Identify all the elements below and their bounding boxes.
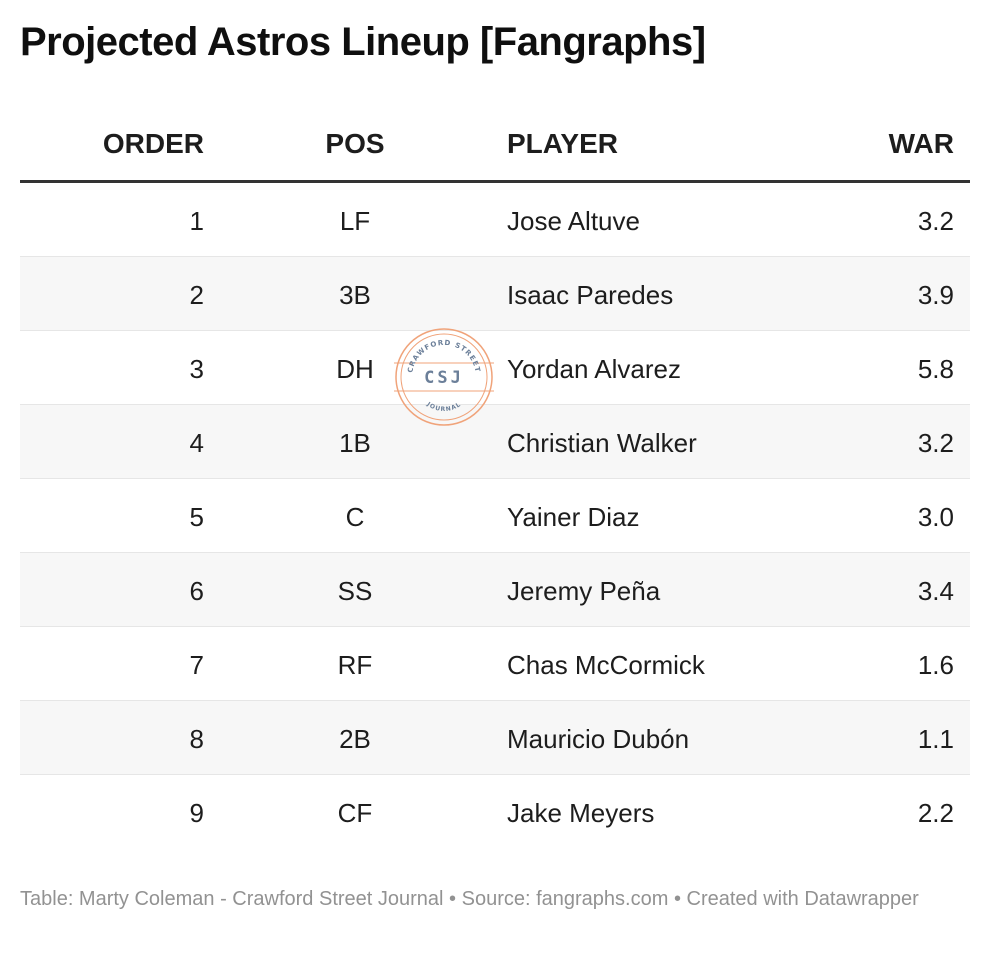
table-body: 1 LF Jose Altuve 3.2 2 3B Isaac Paredes 3.9 3 DH Y…: [20, 183, 970, 848]
table-footer: Table: Marty Coleman - Crawford Street J…: [20, 888, 919, 910]
cell-order: 7: [189, 650, 204, 680]
header-pos[interactable]: POS: [325, 128, 385, 159]
table-row: 4 1B Christian Walker 3.2: [20, 405, 970, 479]
cell-war: 1.6: [917, 650, 954, 680]
cell-war: 3.9: [917, 280, 954, 310]
cell-player: Isaac Paredes: [507, 280, 674, 310]
cell-war: 3.2: [917, 206, 954, 236]
cell-order: 5: [189, 502, 204, 532]
table-row: 9 CF Jake Meyers 2.2: [20, 775, 970, 848]
cell-pos: 1B: [339, 428, 371, 458]
cell-player: Mauricio Dubón: [507, 724, 690, 754]
cell-player: Chas McCormick: [507, 650, 705, 680]
cell-pos: 2B: [339, 724, 371, 754]
table-row: 5 C Yainer Diaz 3.0: [20, 479, 970, 553]
cell-player: Christian Walker: [507, 428, 697, 458]
cell-order: 9: [189, 798, 204, 828]
cell-war: 2.2: [917, 798, 954, 828]
table-row: 8 2B Mauricio Dubón 1.1: [20, 701, 970, 775]
header-war[interactable]: WAR: [888, 128, 954, 159]
cell-pos: 3B: [339, 280, 371, 310]
table-row: 2 3B Isaac Paredes 3.9: [20, 257, 970, 331]
cell-player: Jose Altuve: [507, 206, 640, 236]
cell-war: 1.1: [917, 724, 954, 754]
header-player[interactable]: PLAYER: [507, 128, 619, 159]
cell-order: 6: [189, 576, 204, 606]
cell-player: Yordan Alvarez: [507, 354, 681, 384]
cell-order: 1: [189, 206, 204, 236]
lineup-table: ORDER POS PLAYER WAR 1 LF Jose Altuve 3.2 2 3…: [20, 106, 970, 848]
cell-order: 4: [189, 428, 204, 458]
cell-pos: RF: [337, 650, 373, 680]
cell-pos: CF: [337, 798, 373, 828]
table-row: 3 DH Yordan Alvarez 5.8: [20, 331, 970, 405]
cell-war: 3.4: [917, 576, 954, 606]
cell-player: Jake Meyers: [507, 798, 655, 828]
cell-war: 3.0: [917, 502, 954, 532]
table-row: 1 LF Jose Altuve 3.2: [20, 183, 970, 257]
table-header: ORDER POS PLAYER WAR: [20, 106, 970, 183]
cell-pos: C: [345, 502, 365, 532]
cell-order: 3: [189, 354, 204, 384]
cell-order: 2: [189, 280, 204, 310]
table-title: Projected Astros Lineup [Fangraphs]: [20, 20, 706, 64]
cell-pos: SS: [337, 576, 373, 606]
table-row: 6 SS Jeremy Peña 3.4: [20, 553, 970, 627]
cell-player: Yainer Diaz: [507, 502, 640, 532]
header-order[interactable]: ORDER: [102, 128, 204, 159]
cell-war: 5.8: [917, 354, 954, 384]
table-row: 7 RF Chas McCormick 1.6: [20, 627, 970, 701]
cell-pos: DH: [336, 354, 374, 384]
cell-war: 3.2: [917, 428, 954, 458]
cell-player: Jeremy Peña: [507, 576, 661, 606]
cell-pos: LF: [339, 206, 371, 236]
cell-order: 8: [189, 724, 204, 754]
